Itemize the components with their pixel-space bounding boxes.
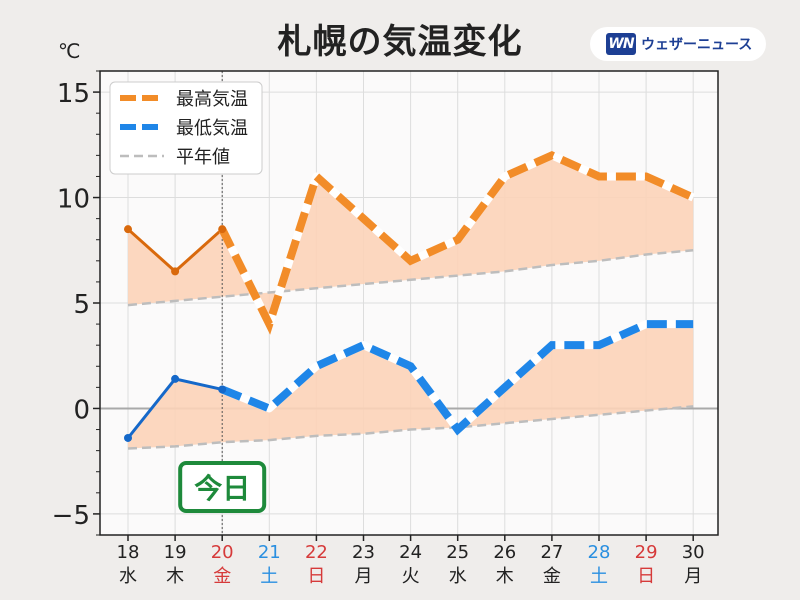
x-weekday-label: 月 [355,566,373,587]
x-date-label: 26 [493,542,516,563]
max-temp-point [124,225,132,234]
normal-max-line [127,249,694,307]
x-weekday-label: 金 [543,566,561,587]
max-temp-point [218,225,227,234]
x-date-label: 27 [540,542,563,563]
x-weekday-label: 木 [496,566,514,587]
legend-label: 平年値 [176,147,230,168]
min-temp-point [124,433,132,442]
x-weekday-label: 木 [166,566,184,587]
y-tick-label: 15 [57,79,90,109]
x-date-label: 28 [588,542,611,563]
y-tick-label: 5 [73,290,90,320]
x-date-label: 23 [352,542,375,563]
y-tick-label: 10 [57,185,90,215]
x-weekday-label: 日 [307,566,325,587]
weathernews-logo-icon: WN [606,33,636,55]
brand-badge: WN ウェザーニュース [590,27,766,61]
legend-box [109,81,263,175]
min-temp-point [171,374,180,383]
x-weekday-label: 金 [213,566,231,587]
today-badge-label: 今日 [194,472,250,505]
x-weekday-label: 日 [637,566,655,587]
brand-name: ウェザーニュース [641,37,753,53]
y-tick-label: 0 [73,395,90,425]
min-temp-forecast-line [220,320,694,436]
x-date-label: 30 [682,542,705,563]
max-temp-area [128,155,694,325]
x-date-label: 19 [164,542,187,563]
chart-title: 札幌の気温変化 [277,22,523,62]
max-temp-point [171,267,180,276]
x-date-label: 21 [258,542,281,563]
x-weekday-label: 水 [449,566,467,587]
x-weekday-label: 土 [590,566,608,587]
max-temp-forecast-line [218,150,695,335]
y-unit-label: ℃ [58,39,80,63]
x-weekday-label: 月 [684,566,702,587]
x-weekday-label: 火 [402,566,420,587]
today-badge [178,461,267,513]
x-date-label: 24 [399,542,422,563]
x-weekday-label: 土 [260,566,278,587]
x-date-label: 29 [635,542,658,563]
x-date-label: 18 [117,542,140,563]
x-weekday-label: 水 [119,566,137,587]
min-temp-area [128,324,694,449]
y-tick-label: −5 [52,501,90,531]
legend-label: 最低気温 [176,118,248,139]
legend-label: 最高気温 [176,89,248,110]
x-date-label: 22 [305,542,328,563]
normal-min-line [127,405,694,450]
min-temp-point [218,385,227,394]
x-date-label: 20 [211,542,234,563]
x-date-label: 25 [446,542,469,563]
